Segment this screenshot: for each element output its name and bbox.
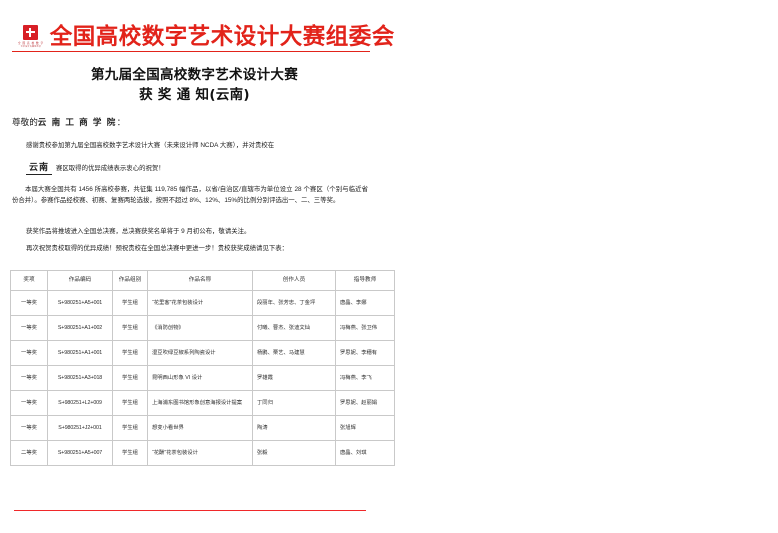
table-row: 一等奖 S+980251+A3+018 学生组 昆明西山形象 VI 设计 罗雄霞 冯梅燕、… [10,365,395,391]
column-header-tutors: 指导教师 [335,270,395,291]
awards-table-body-left: 一等奖 S+980251+A5+001 学生组 “花里客”花茶包装设计 段丽年、张芳忠、… [10,290,395,466]
region-name: 云南 [26,160,53,175]
cell-code: S+980251+A3+018 [47,365,113,391]
table-row: 一等奖 S+980251+A5+001 学生组 “花里客”花茶包装设计 段丽年、张芳忠、… [10,290,395,316]
table-row: 一等奖 S+980251+A1+002 学生组 《消防创物》 付曦、曹杰、张迪文灿 冯梅燕… [10,315,395,341]
cell-award: 二等奖 [10,440,48,466]
ncda-seal-icon [23,25,39,41]
cell-tutors: 唐晶、李娜 [335,290,395,316]
cell-work-title: 《消防创物》 [147,315,253,341]
cell-authors: 罗雄霞 [252,365,336,391]
table-row: 一等奖 S+980251+J2+001 学生组 想变小看世界 陶涛 张旭辉 [10,415,395,441]
cell-authors: 张毅 [252,440,336,466]
cell-category: 学生组 [112,390,148,416]
cell-tutors: 冯梅燕、张卫伟 [335,315,395,341]
cell-authors: 付曦、曹杰、张迪文灿 [252,315,336,341]
cell-authors: 陶涛 [252,415,336,441]
logo-sub-line-1: 全 国 高 校 数 字 [18,42,44,46]
awards-table-head: 奖项 作品编码 作品组别 作品名称 创作人员 指导教师 [10,270,395,291]
cell-code: S+980251+A5+001 [47,290,113,316]
cell-category: 学生组 [112,365,148,391]
organization-logo: 全 国 高 校 数 字 艺术设计大赛组委会 [18,25,44,49]
cell-work-title: 湿豆吹绿豆椒系列陶瓷设计 [147,340,253,366]
column-header-authors: 创作人员 [252,270,336,291]
cell-code: S+980251+A5+007 [47,440,113,466]
cell-code: S+980251+A1+002 [47,315,113,341]
cell-award: 一等奖 [10,415,48,441]
cell-tutors: 冯梅燕、李飞 [335,365,395,391]
salutation: 尊敬的云 南 工 商 学 院： [12,116,125,128]
salutation-suffix: ： [116,117,126,127]
column-header-code: 作品编码 [47,270,113,291]
cell-tutors: 唐晶、刘琪 [335,440,395,466]
column-header-work-title: 作品名称 [147,270,253,291]
cell-award: 一等奖 [10,365,48,391]
cell-category: 学生组 [112,440,148,466]
table-header-row: 奖项 作品编码 作品组别 作品名称 创作人员 指导教师 [10,270,395,291]
cell-work-title: 昆明西山形象 VI 设计 [147,365,253,391]
cell-work-title: “花酬”花茶包装设计 [147,440,253,466]
table-row: 二等奖 S+980251+A5+007 学生组 “花酬”花茶包装设计 张毅 唐晶、刘琪 [10,440,395,466]
document-title: 第九届全国高校数字艺术设计大赛 [91,67,298,83]
cell-work-title: “花里客”花茶包装设计 [147,290,253,316]
body-paragraph-1: 感谢贵校参加第九届全国高校数字艺术设计大赛（未来设计师 NCDA 大赛），并对贵… [26,142,275,149]
cell-award: 一等奖 [10,315,48,341]
right-page-column: 二等奖S+980251+A5+030学生组“川忆”荞麦酥包装设计杨李运黄、董杰、… [389,0,778,533]
region-line: 云南 赛区取得的优异成绩表示衷心的祝贺！ [26,160,366,175]
letterhead: 全 国 高 校 数 字 艺术设计大赛组委会 全国高校数字艺术设计大赛组委会 [18,10,394,50]
region-suffix-text: 赛区取得的优异成绩表示衷心的祝贺！ [56,165,165,172]
header-divider [12,51,370,52]
cell-tutors: 张旭辉 [335,415,395,441]
organization-title: 全国高校数字艺术设计大赛组委会 [49,23,395,50]
cell-award: 一等奖 [10,340,48,366]
salutation-school-name: 云 南 工 商 学 院 [37,117,117,127]
cell-work-title: 想变小看世界 [147,415,253,441]
column-header-category: 作品组别 [112,270,148,291]
table-row: 一等奖 S+980251+A1+001 学生组 湿豆吹绿豆椒系列陶瓷设计 杨鹏、栗艺、马… [10,340,395,366]
cell-authors: 段丽年、张芳忠、丁金坪 [252,290,336,316]
body-paragraph-2: 本届大赛全国共有 1456 所高校参赛，共征集 119,785 幅作品，以省/自… [12,186,368,205]
cell-code: S+980251+A1+001 [47,340,113,366]
cell-authors: 丁同归 [252,390,336,416]
cell-authors: 杨鹏、栗艺、马建慧 [252,340,336,366]
cell-tutors: 罗思妮、赵丽娟 [335,390,395,416]
cell-award: 一等奖 [10,290,48,316]
salutation-prefix: 尊敬的 [12,117,38,127]
cell-category: 学生组 [112,415,148,441]
cell-tutors: 罗思妮、李穗有 [335,340,395,366]
cell-code: S+980251+J2+001 [47,415,113,441]
cell-category: 学生组 [112,290,148,316]
cell-category: 学生组 [112,340,148,366]
cell-work-title: 上海浦东图书馆形象创意海报设计提案 [147,390,253,416]
table-row: 一等奖 S+980251+L2+009 学生组 上海浦东图书馆形象创意海报设计提案 丁同… [10,390,395,416]
footer-divider-left [14,510,366,511]
logo-sub-line-2: 艺术设计大赛组委会 [20,46,42,49]
body-paragraph-4: 再次祝贺贵校取得的优异成绩！预祝贵校在全国总决赛中更进一步！贵校获奖成绩请见下表… [26,245,289,252]
cell-award: 一等奖 [10,390,48,416]
cell-code: S+980251+L2+009 [47,390,113,416]
document-subtitle: 获 奖 通 知(云南) [139,87,250,103]
column-header-award: 奖项 [10,270,48,291]
cell-category: 学生组 [112,315,148,341]
awards-table-left: 奖项 作品编码 作品组别 作品名称 创作人员 指导教师 一等奖 S+980251+… [10,270,395,466]
body-paragraph-3: 获奖作品将推坡进入全国总决赛，总决赛获奖名单将于 9 月初公布，敬请关注。 [26,228,251,235]
left-page-column: 全 国 高 校 数 字 艺术设计大赛组委会 全国高校数字艺术设计大赛组委会 第九… [10,10,395,511]
